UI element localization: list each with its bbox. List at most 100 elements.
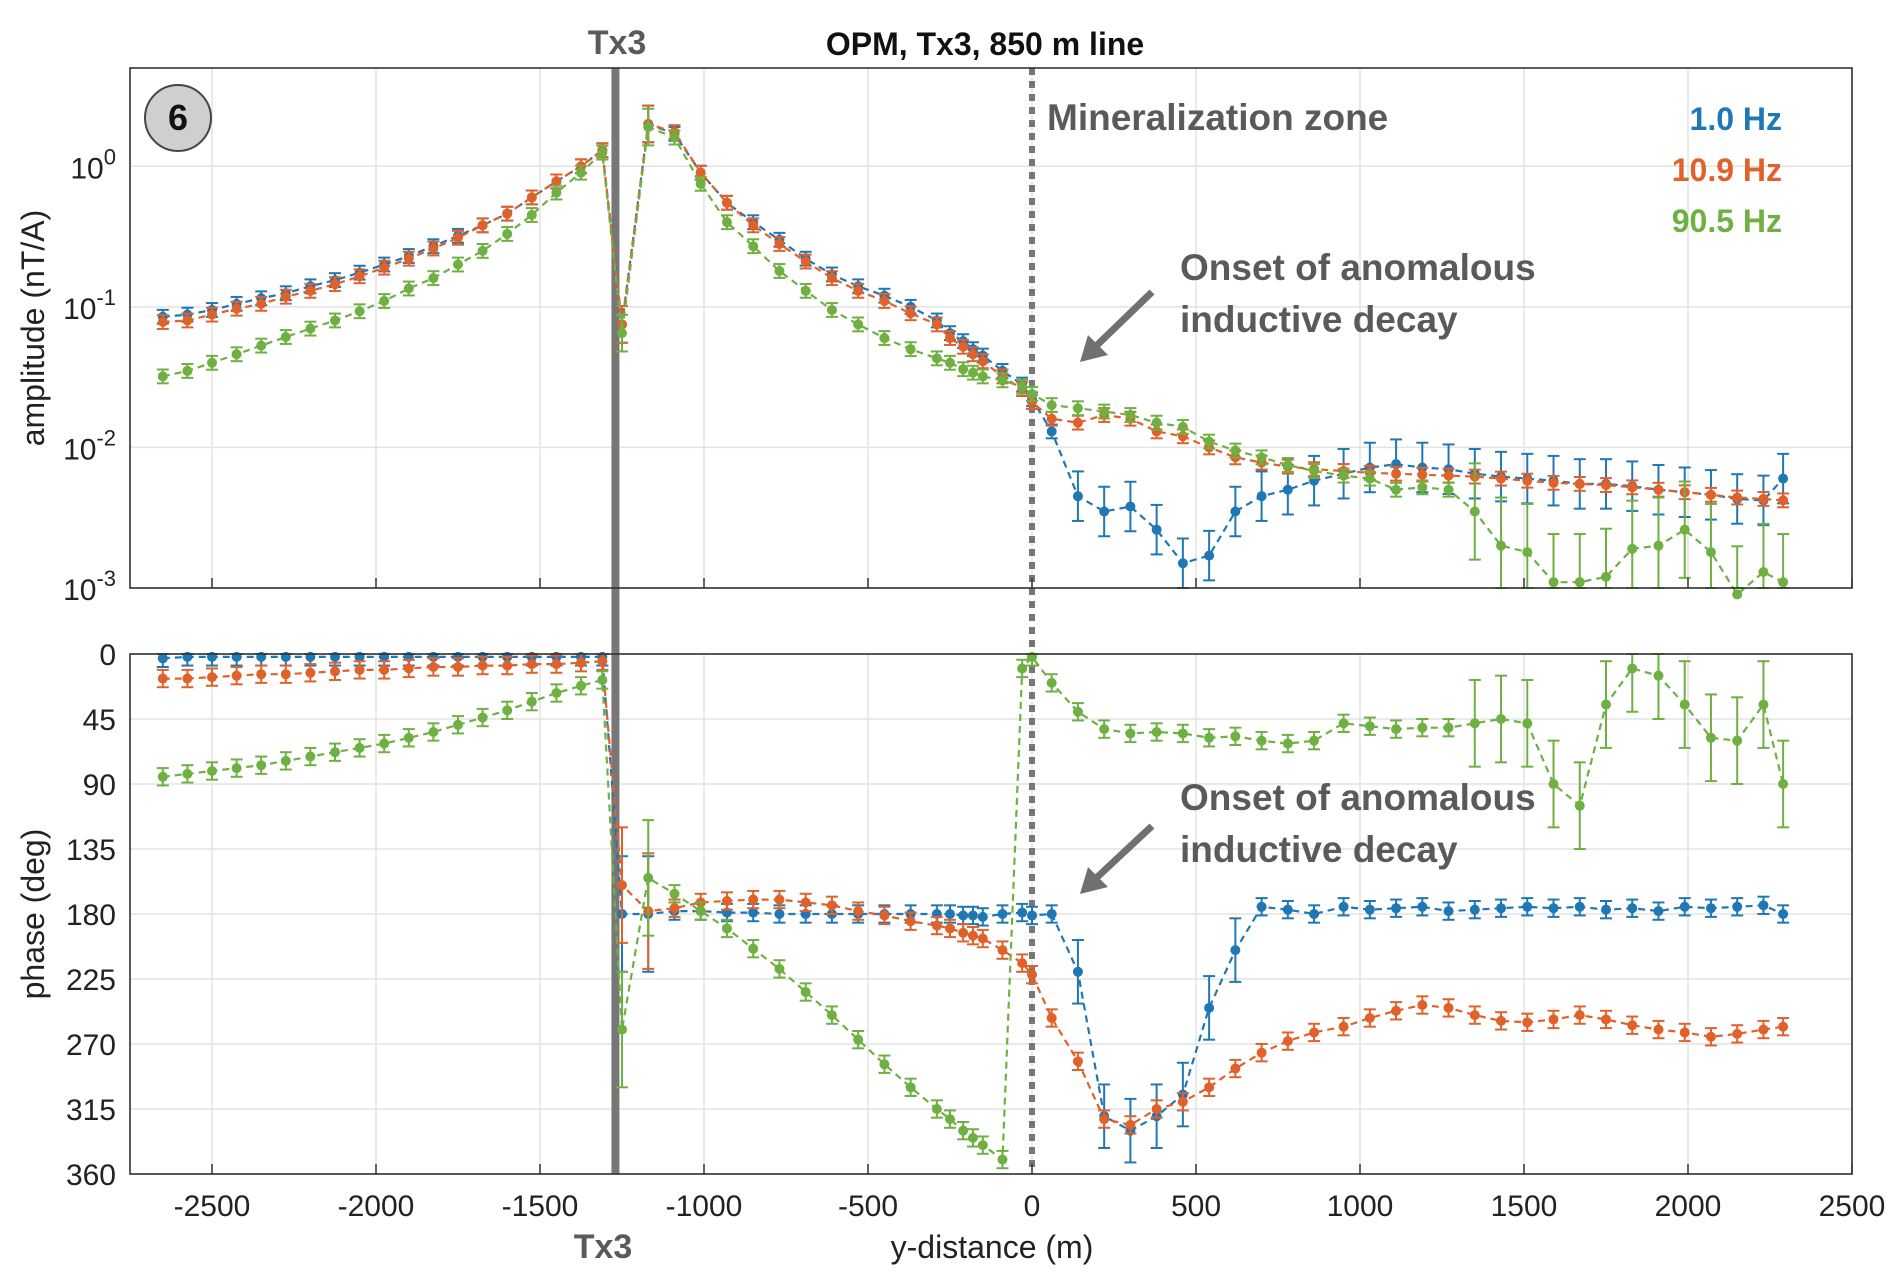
phase-data-point [1548,779,1559,789]
phase-data-point [526,696,537,707]
phase-data-point [1601,1014,1611,1025]
phase-data-point [1601,699,1611,710]
phase-data-point [1758,699,1769,710]
phase-data-point [1601,904,1611,915]
x-tick-label: 1500 [1491,1190,1558,1223]
phase-data-point [997,1154,1008,1165]
series-layer [156,104,1790,1170]
amplitude-data-point [1230,445,1241,456]
phase-data-point [526,659,537,670]
amplitude-data-point [1046,400,1057,411]
phase-data-point [1364,721,1375,732]
amplitude-data-point [1705,489,1716,500]
phase-data-point [330,747,340,758]
phase-data-point [551,688,562,698]
phase-data-point [1778,909,1789,919]
amplitude-data-point [1627,543,1638,554]
phase-series-1p0hz-line [162,655,1784,1132]
guides-layer [611,68,1035,1174]
x-tick-label: -1500 [502,1190,579,1223]
amplitude-data-point [1027,397,1037,408]
phase-y-tick-label: 360 [66,1159,116,1192]
legend-entry-2: 10.9 Hz [1672,152,1782,188]
x-tick-label: -2500 [174,1190,251,1223]
phase-data-point [1778,779,1789,789]
phase-data-point [379,738,390,749]
phase-data-point [1469,718,1480,729]
amplitude-data-point [379,296,390,307]
amplitude-data-point [1027,388,1037,399]
amplitude-data-point [1443,484,1454,495]
amplitude-data-point [748,241,759,252]
amplitude-data-point [379,262,390,273]
phase-data-point [997,945,1008,956]
phase-data-point [1417,901,1428,912]
amplitude-data-point [931,353,942,364]
amplitude-data-point [231,303,242,314]
amplitude-data-point [721,197,732,208]
amplitude-data-point [1230,506,1241,517]
amplitude-data-point [879,333,890,344]
phase-data-point [1256,1047,1267,1058]
phase-data-point [428,662,439,672]
amplitude-data-point [1522,475,1533,486]
phase-data-point [997,909,1008,919]
amplitude-data-point [643,122,654,133]
amplitude-data-point [1282,484,1293,495]
amplitude-data-point [1653,540,1664,551]
phase-data-point [1574,1010,1585,1021]
phase-data-point [1574,901,1585,912]
phase-data-point [576,657,586,668]
amplitude-data-point [1204,550,1215,561]
phase-data-point [1364,904,1375,915]
phase-data-point [1099,724,1110,735]
phase-data-point [502,705,513,716]
phase-data-point [1548,1014,1559,1025]
amplitude-series-90p5hz [156,107,1790,600]
amplitude-data-point [1072,491,1083,502]
amplitude-data-point [403,253,414,264]
phase-data-point [977,911,988,922]
amplitude-data-point [157,317,168,328]
amplitude-data-point [1601,571,1611,582]
amplitude-data-point [1778,495,1789,506]
grid-layer [130,68,1853,1175]
x-tick-label: 500 [1171,1190,1221,1223]
ticks-layer: -2500 -2000 -1500 -1000 -500 0 500 1000 1500 2000… [63,144,1885,1223]
phase-data-point [800,897,811,908]
phase-data-point [1443,1002,1454,1013]
amplitude-data-point [826,304,837,315]
amplitude-data-point [1496,540,1507,551]
phase-data-point [207,672,217,683]
phase-y-tick-label: 180 [66,899,116,932]
phase-data-point [905,1082,916,1093]
phase-series-10p9hz [156,653,1790,1135]
phase-data-point [1679,901,1690,912]
phase-data-point [1017,663,1028,674]
amplitude-data-point [905,308,916,319]
phase-data-point [157,653,168,664]
phase-y-tick-label: 90 [83,769,116,802]
amplitude-data-point [967,349,978,360]
phase-data-point [1338,901,1349,912]
phase-data-point [977,933,988,944]
phase-data-point [1627,663,1638,674]
amplitude-data-point [428,243,439,254]
amplitude-data-point [1125,501,1136,512]
phase-data-point [1778,1021,1789,1032]
phase-data-point [1204,1082,1215,1093]
phase-data-point [1230,731,1241,742]
tx-label-bottom: Tx3 [574,1228,633,1266]
x-tick-label: -2000 [338,1190,415,1223]
phase-data-point [1627,903,1638,914]
phase-data-point [1125,1119,1136,1130]
phase-data-point [256,760,267,771]
amplitude-data-point [453,232,463,243]
amplitude-data-point [1496,473,1507,484]
phase-data-point [853,1034,864,1045]
amplitude-data-point [526,210,537,221]
amplitude-data-point [231,349,242,360]
phase-data-point [1653,906,1664,917]
amplitude-data-point [477,245,488,256]
